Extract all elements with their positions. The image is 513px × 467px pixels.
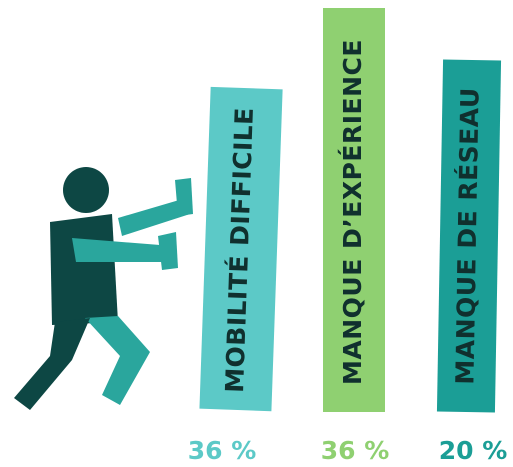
bar bbox=[436, 59, 502, 413]
person-figure bbox=[14, 167, 193, 410]
bar-group: MANQUE DE RÉSEAU bbox=[436, 59, 502, 413]
bar bbox=[199, 86, 283, 412]
bar bbox=[323, 8, 385, 412]
bar-group: MOBILITÉ DIFFICILE bbox=[199, 86, 283, 412]
bar-group: MANQUE D’EXPÉRIENCE bbox=[323, 8, 385, 412]
percent-label: 36 % bbox=[188, 436, 257, 465]
bar-label: MANQUE D’EXPÉRIENCE bbox=[338, 39, 367, 385]
bar-label: MANQUE DE RÉSEAU bbox=[450, 87, 484, 385]
percent-label: 20 % bbox=[439, 436, 508, 465]
percent-label: 36 % bbox=[321, 436, 390, 465]
